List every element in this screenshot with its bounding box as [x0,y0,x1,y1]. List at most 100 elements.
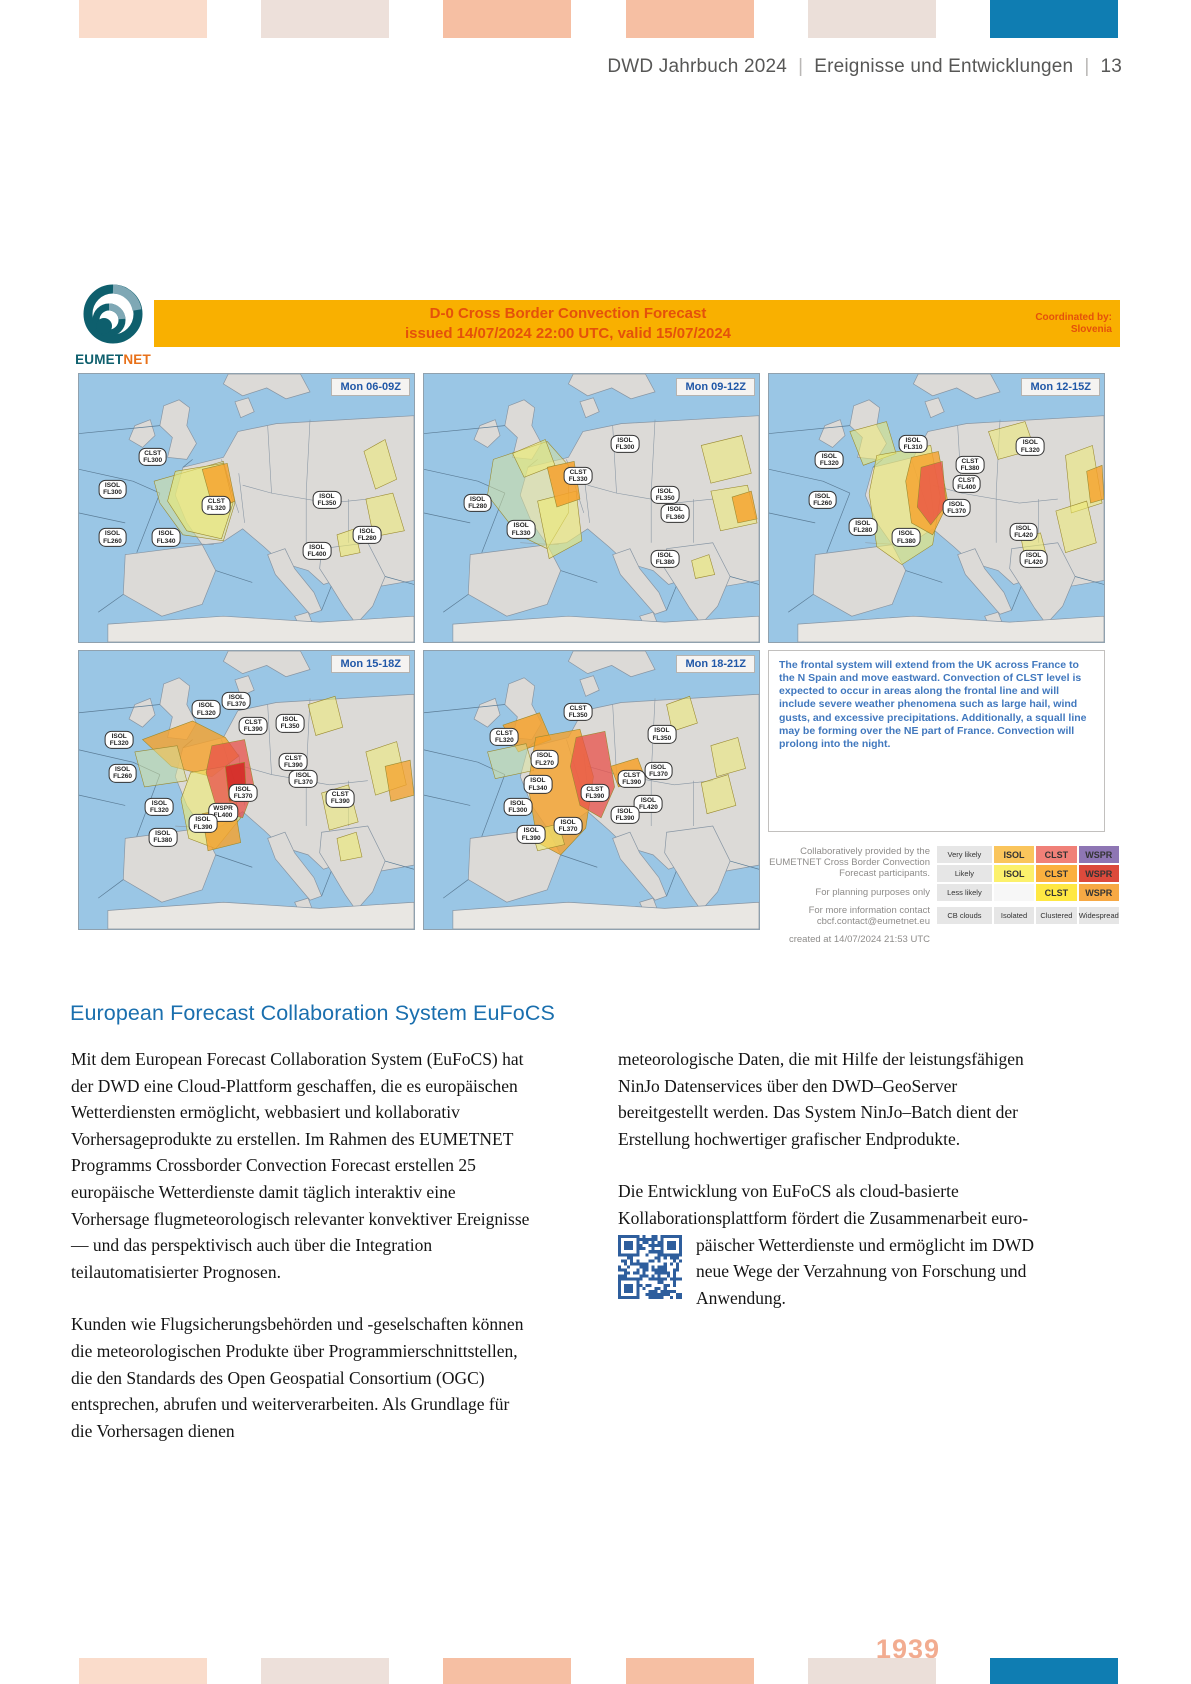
likelihood-legend-table: Very likely ISOL CLST WSPR Likely ISOL CLST WSP… [937,846,1121,926]
legend-likelihood-label: CB clouds [937,907,992,924]
flight-level-bubble: CLST FL390 [278,753,308,772]
flight-level-bubble: ISOL FL370 [942,498,971,518]
flight-level-bubble: ISOL FL370 [553,816,583,836]
flight-level-bubble: ISOL FL380 [650,549,680,569]
flight-level-bubble: ISOL FL390 [188,814,218,833]
flight-level-bubble: ISOL FL350 [650,485,680,504]
panel-time-label: Mon 12-15Z [1021,378,1100,396]
convection-forecast-figure: EUMETNET D-0 Cross Border Convection For… [70,280,1121,945]
flight-level-bubble: ISOL FL280 [463,493,492,512]
decorative-bar [625,1658,754,1684]
header-book-title: DWD Jahrbuch 2024 [607,56,788,77]
coordinated-by-label: Coordinated by: [1035,311,1112,323]
decorative-bar [625,0,754,38]
legend-cell: Widespread [1078,907,1119,924]
legend-cell: ISOL [993,865,1035,882]
flight-level-bubble: ISOL FL340 [523,775,553,794]
flight-level-bubble: ISOL FL300 [610,434,640,453]
legend-row: CB clouds Isolated Clustered Widespread [937,907,1121,924]
flight-level-bubble: ISOL FL350 [647,725,677,744]
decorative-bar [989,1658,1118,1684]
header-section-title: Ereignisse und Entwicklungen [814,56,1074,77]
logo-text-primary: EUMET [75,352,124,367]
europe-map [769,374,1104,642]
flight-level-bubble: ISOL FL340 [151,528,181,547]
flight-level-bubble: ISOL FL320 [814,450,844,469]
flight-level-bubble: ISOL FL420 [634,794,663,814]
forecast-map-panel: Mon 09-12Z ISOL FL300 CLST FL330 ISOL FL280 ISO… [423,373,760,643]
figure-title-block: D-0 Cross Border Convection Forecast iss… [154,304,982,343]
flight-level-bubble: CLST FL320 [489,728,519,747]
flight-level-bubble: ISOL FL320 [191,700,221,719]
flight-level-bubble: ISOL FL390 [516,825,546,844]
figure-title-line2: issued 14/07/2024 22:00 UTC, valid 15/07… [404,324,732,342]
flight-level-bubble: ISOL FL260 [808,490,837,510]
article-column-left: Mit dem European Forecast Collaboration … [71,1046,533,1470]
flight-level-bubble: ISOL FL380 [148,828,178,847]
paragraph: Mit dem European Forecast Collaboration … [71,1049,530,1282]
flight-level-bubble: CLST FL390 [580,783,610,802]
eumetnet-logo-text: EUMETNET [72,352,154,367]
decorative-bar [79,0,207,38]
decorative-bar [261,0,390,38]
legend-cell: CLST [1036,865,1077,882]
qr-code [618,1234,682,1299]
flight-level-bubble: ISOL FL370 [228,783,258,802]
flight-level-bubble: ISOL FL390 [610,805,640,825]
legend-cell: Clustered [1036,907,1077,924]
legend-likelihood-label: Likely [937,865,992,882]
panel-time-label: Mon 18-21Z [676,655,755,673]
flight-level-bubble: ISOL FL330 [506,520,536,539]
legend-likelihood-label: Less likely [937,884,992,901]
legend-cell: WSPR [1078,865,1119,882]
flight-level-bubble: ISOL FL320 [104,730,134,750]
paragraph: Kunden wie Flugsicherungsbehörden und -g… [71,1314,524,1441]
flight-level-bubble: CLST FL350 [563,703,593,722]
forecast-map-panel: Mon 15-18Z ISOL FL320 ISOL FL370 CLST FL390 ISO… [78,650,415,930]
section-heading: European Forecast Collaboration System E… [70,1001,555,1025]
flight-level-bubble: ISOL FL360 [660,504,690,523]
legend-cell: ISOL [993,846,1035,863]
decorative-bar [443,1658,572,1684]
coordinated-by-value: Slovenia [1070,323,1112,335]
panel-time-label: Mon 09-12Z [676,378,755,396]
legend-row: Less likely CLST WSPR [937,884,1121,901]
flight-level-bubble: CLST FL300 [138,447,168,467]
legend-cell: CLST [1036,846,1077,863]
legend-row: Likely ISOL CLST WSPR [937,865,1121,882]
flight-level-bubble: ISOL FL320 [1015,437,1045,456]
legend-cell: CLST [1036,884,1077,901]
decorative-top-bars [79,0,1118,38]
flight-level-bubble: ISOL FL350 [312,490,342,510]
flight-level-bubble: CLST FL390 [325,789,355,808]
panel-time-label: Mon 06-09Z [331,378,410,396]
flight-level-bubble: ISOL FL300 [98,480,127,499]
flight-level-bubble: ISOL FL400 [302,541,332,561]
decorative-bar [79,1658,207,1684]
forecast-map-panel: Mon 06-09Z CLST FL300 ISOL FL300 CLST FL320 ISO… [78,373,415,643]
paragraph-text: Die Entwicklung von EuFoCS als cloud-bas… [618,1181,1029,1228]
forecast-discussion-text: The frontal system will extend from the … [768,650,1105,832]
flight-level-bubble: ISOL FL270 [530,750,559,769]
legend-cell: WSPR [1078,846,1119,863]
flight-level-bubble: ISOL FL370 [289,769,318,789]
flight-level-bubble: CLST FL320 [201,496,231,515]
flight-level-bubble: ISOL FL260 [98,528,127,547]
article-column-right: meteorologische Daten, die mit Hilfe der… [618,1046,1042,1337]
flight-level-bubble: ISOL FL280 [352,525,382,544]
credit-line: For planning purposes only [815,886,930,898]
europe-map [79,374,414,642]
flight-level-bubble: ISOL FL420 [1009,522,1038,542]
header-page-number: 13 [1100,56,1122,77]
flight-level-bubble: ISOL FL420 [1019,549,1049,569]
decorative-bottom-bars [79,1658,1118,1684]
logo-text-secondary: NET [123,352,151,367]
paragraph-text: päischer Wetterdienste und ermöglicht im… [696,1234,1034,1308]
figure-title-line1: D-0 Cross Border Convection Forecast [429,305,707,322]
decorative-bar [443,0,572,38]
flight-level-bubble: ISOL FL320 [144,797,174,816]
header-separator: | [1084,56,1090,77]
legend-cell [993,884,1035,901]
flight-level-bubble: ISOL FL350 [275,714,305,733]
